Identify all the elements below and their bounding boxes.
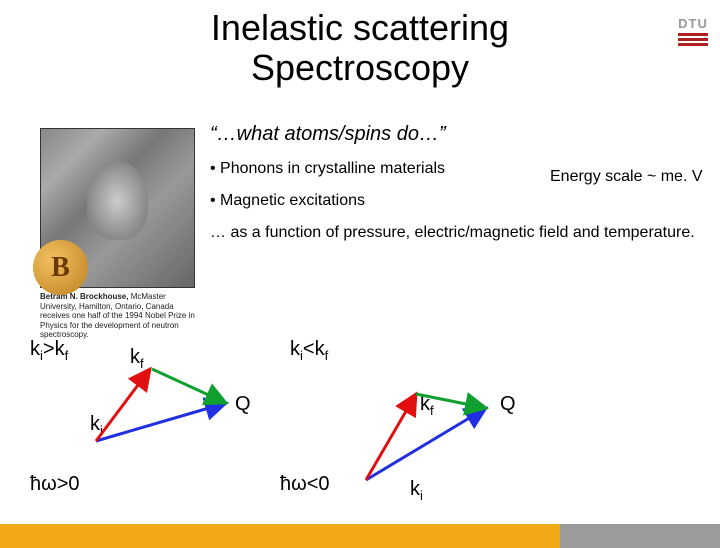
logo-text: DTU: [678, 16, 708, 31]
footer-yellow: [0, 524, 560, 548]
dtu-logo: DTU: [678, 16, 708, 48]
bullet-magnetic: • Magnetic excitations: [210, 192, 710, 210]
vector-diagrams: ki>kf kf Q ki ħω>0 ki<kf kf Q ħω<0 ki: [30, 338, 690, 518]
vector-q-right: [366, 408, 486, 480]
vector-kf-left: [96, 369, 150, 441]
person-photo: B: [40, 128, 195, 288]
slide-title: Inelastic scattering Spectroscopy: [0, 8, 720, 87]
footer-bar: [0, 524, 720, 548]
photo-area: B Betram N. Brockhouse, McMaster Univers…: [40, 128, 195, 340]
logo-bars: [678, 33, 708, 46]
energy-scale-text: Energy scale ~ me. V: [550, 168, 703, 186]
quote-text: “…what atoms/spins do…”: [210, 123, 710, 146]
title-line-2: Spectroscopy: [251, 47, 469, 88]
vector-ki-left: [152, 369, 226, 403]
vector-kf-right: [366, 394, 416, 480]
vector-ki-right: [416, 394, 486, 408]
label-hw-neg: ħω<0: [280, 473, 330, 496]
conclusion-text: … as a function of pressure, electric/ma…: [210, 224, 710, 242]
title-line-1: Inelastic scattering: [211, 7, 509, 48]
footer-grey: [560, 524, 720, 548]
content-block: “…what atoms/spins do…” • Phonons in cry…: [210, 123, 710, 242]
label-ki-lt-kf: ki<kf: [290, 338, 328, 363]
photo-caption: Betram N. Brockhouse, McMaster Universit…: [40, 292, 195, 340]
label-ki-gt-kf: ki>kf: [30, 338, 68, 363]
nobel-medal-icon: B: [33, 240, 88, 295]
triangle-right: [360, 388, 520, 488]
vector-q-left: [96, 403, 226, 441]
triangle-left: [90, 363, 260, 448]
label-hw-pos: ħω>0: [30, 473, 80, 496]
